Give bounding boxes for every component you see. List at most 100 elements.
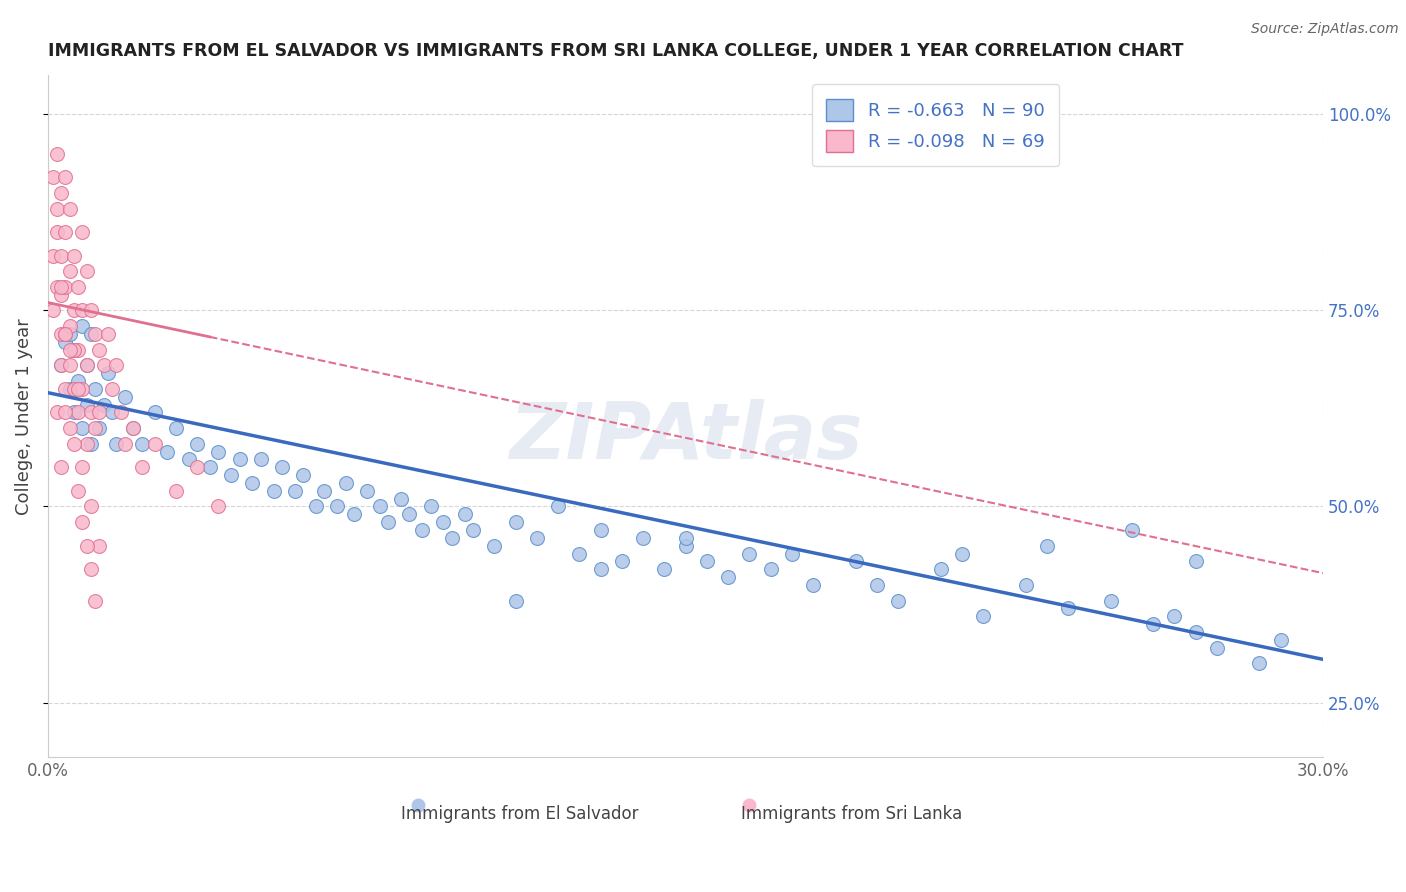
Point bbox=[389, 491, 412, 506]
Point bbox=[131, 436, 153, 450]
Point bbox=[1036, 539, 1059, 553]
Point bbox=[76, 436, 98, 450]
Point bbox=[89, 405, 111, 419]
Point bbox=[80, 326, 103, 341]
Point bbox=[589, 562, 612, 576]
Point bbox=[84, 382, 107, 396]
Point bbox=[45, 202, 67, 216]
Point bbox=[463, 523, 485, 537]
Point bbox=[80, 405, 103, 419]
Text: IMMIGRANTS FROM EL SALVADOR VS IMMIGRANTS FROM SRI LANKA COLLEGE, UNDER 1 YEAR C: IMMIGRANTS FROM EL SALVADOR VS IMMIGRANT… bbox=[48, 42, 1184, 60]
Point bbox=[1184, 554, 1206, 568]
Point bbox=[72, 319, 94, 334]
Point bbox=[72, 225, 94, 239]
Text: Immigrants from Sri Lanka: Immigrants from Sri Lanka bbox=[741, 805, 962, 823]
Point bbox=[49, 359, 72, 373]
Point bbox=[505, 593, 527, 607]
Point bbox=[93, 359, 115, 373]
Text: ZIPAtlas: ZIPAtlas bbox=[509, 399, 862, 475]
Point bbox=[228, 452, 250, 467]
Point bbox=[122, 421, 145, 435]
Point bbox=[72, 382, 94, 396]
Point bbox=[219, 468, 242, 483]
Point bbox=[335, 475, 357, 490]
Point bbox=[696, 554, 718, 568]
Point bbox=[72, 515, 94, 529]
Point bbox=[76, 359, 98, 373]
Point bbox=[66, 483, 89, 498]
Point bbox=[738, 547, 761, 561]
Point bbox=[76, 398, 98, 412]
Point bbox=[62, 436, 84, 450]
Point bbox=[62, 382, 84, 396]
Point bbox=[49, 326, 72, 341]
Point bbox=[62, 248, 84, 262]
Point bbox=[97, 326, 120, 341]
Point bbox=[292, 468, 315, 483]
Point bbox=[186, 460, 208, 475]
Point bbox=[66, 280, 89, 294]
Point bbox=[53, 334, 76, 349]
Point bbox=[110, 405, 132, 419]
Point bbox=[972, 609, 994, 624]
Point bbox=[72, 421, 94, 435]
Point bbox=[419, 500, 441, 514]
Point bbox=[432, 515, 454, 529]
Point bbox=[1142, 617, 1164, 632]
Point bbox=[58, 421, 80, 435]
Point bbox=[58, 202, 80, 216]
Point bbox=[41, 170, 63, 185]
Point bbox=[343, 508, 366, 522]
Point bbox=[58, 343, 80, 357]
Point bbox=[198, 460, 221, 475]
Point bbox=[1014, 578, 1036, 592]
Point bbox=[76, 539, 98, 553]
Point bbox=[41, 303, 63, 318]
Point bbox=[1184, 624, 1206, 639]
Point bbox=[122, 421, 145, 435]
Point bbox=[49, 287, 72, 301]
Point bbox=[887, 593, 910, 607]
Point bbox=[80, 436, 103, 450]
Point bbox=[207, 444, 229, 458]
Point bbox=[45, 225, 67, 239]
Point bbox=[49, 186, 72, 200]
Point bbox=[84, 326, 107, 341]
Point bbox=[1206, 640, 1229, 655]
Point bbox=[66, 382, 89, 396]
Point bbox=[780, 547, 803, 561]
Point bbox=[41, 248, 63, 262]
Legend: R = -0.663   N = 90, R = -0.098   N = 69: R = -0.663 N = 90, R = -0.098 N = 69 bbox=[813, 84, 1059, 166]
Text: Immigrants from El Salvador: Immigrants from El Salvador bbox=[401, 805, 638, 823]
Point bbox=[49, 248, 72, 262]
Point bbox=[45, 146, 67, 161]
Point bbox=[76, 264, 98, 278]
Point bbox=[58, 382, 80, 396]
Point bbox=[454, 508, 477, 522]
Point bbox=[62, 405, 84, 419]
Point bbox=[368, 500, 391, 514]
Point bbox=[165, 421, 187, 435]
Point bbox=[568, 547, 591, 561]
Point bbox=[84, 593, 107, 607]
Point bbox=[631, 531, 654, 545]
Point bbox=[62, 343, 84, 357]
Point bbox=[526, 531, 548, 545]
Point bbox=[49, 359, 72, 373]
Point bbox=[801, 578, 824, 592]
Point bbox=[177, 452, 200, 467]
Point bbox=[1057, 601, 1080, 615]
Point bbox=[845, 554, 868, 568]
Point bbox=[356, 483, 378, 498]
Point bbox=[240, 475, 263, 490]
Point bbox=[101, 382, 124, 396]
Point bbox=[89, 343, 111, 357]
Point bbox=[80, 562, 103, 576]
Point bbox=[76, 359, 98, 373]
Point bbox=[675, 539, 697, 553]
Point bbox=[207, 500, 229, 514]
Point bbox=[84, 421, 107, 435]
Point bbox=[263, 483, 285, 498]
Point bbox=[1270, 632, 1292, 647]
Point bbox=[950, 547, 973, 561]
